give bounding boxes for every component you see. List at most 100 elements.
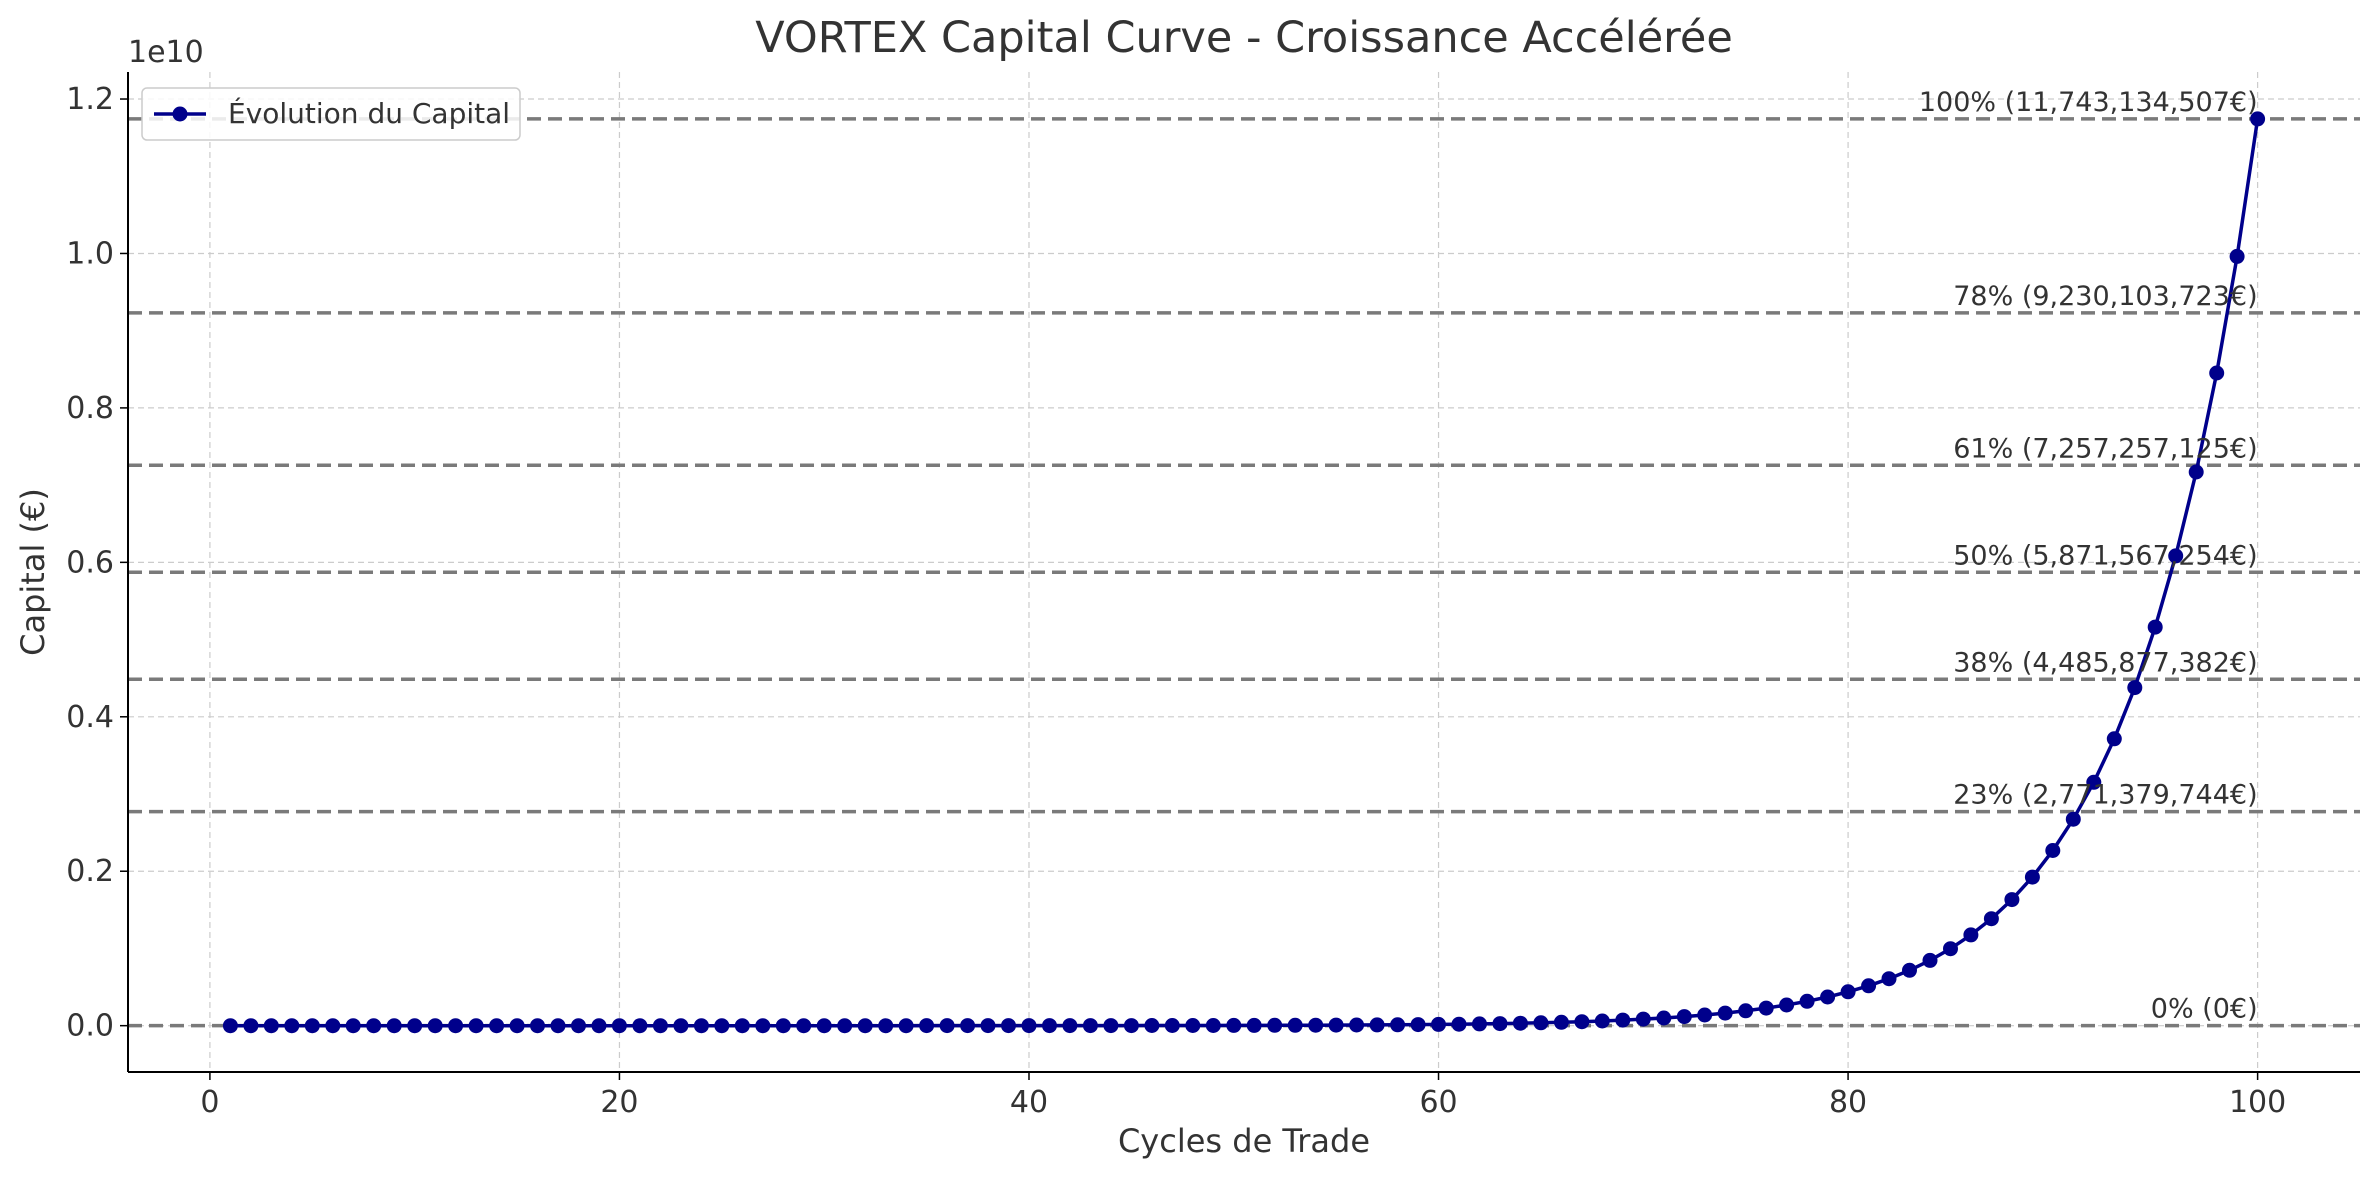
capital-data-point: [468, 1018, 484, 1034]
capital-data-point: [1635, 1011, 1651, 1027]
capital-data-point: [1308, 1017, 1324, 1033]
capital-data-point: [222, 1018, 238, 1034]
capital-data-point: [1656, 1010, 1672, 1026]
capital-data-point: [1205, 1018, 1221, 1033]
capital-data-point: [366, 1018, 382, 1034]
capital-data-point: [1594, 1013, 1610, 1029]
capital-data-point: [2086, 774, 2102, 790]
capital-data-point: [1492, 1016, 1508, 1032]
capital-data-point: [2188, 464, 2204, 480]
y-offset-label: 1e10: [128, 35, 204, 70]
capital-data-point: [386, 1018, 402, 1034]
x-tick-label: 60: [1419, 1085, 1457, 1120]
y-tick-label: 0.4: [66, 700, 114, 735]
capital-data-point: [714, 1018, 730, 1034]
level-lines: [128, 117, 2360, 1028]
capital-data-point: [1615, 1012, 1631, 1028]
capital-data-point: [1021, 1018, 1037, 1034]
capital-data-point: [1328, 1017, 1344, 1033]
capital-data-point: [448, 1018, 464, 1034]
capital-data-point: [284, 1018, 300, 1034]
x-tick-label: 20: [600, 1085, 638, 1120]
level-label: 23% (2,771,379,744€): [1953, 780, 2257, 811]
capital-data-point: [1369, 1017, 1385, 1033]
x-tick-label: 80: [1829, 1085, 1867, 1120]
capital-data-point: [734, 1018, 750, 1034]
capital-data-point: [1267, 1017, 1283, 1033]
capital-data-point: [1164, 1018, 1180, 1033]
capital-data-point: [857, 1018, 873, 1034]
capital-data-point: [898, 1018, 914, 1034]
capital-data-point: [1983, 911, 1999, 927]
legend: Évolution du Capital: [141, 87, 521, 141]
capital-data-point: [1431, 1016, 1446, 1032]
capital-data-point: [796, 1018, 812, 1034]
capital-data-point: [2147, 619, 2163, 635]
capital-data-point: [2045, 843, 2061, 858]
capital-data-point: [1697, 1007, 1713, 1023]
capital-data-point: [1123, 1018, 1139, 1034]
level-label: 38% (4,485,877,382€): [1953, 647, 2257, 678]
capital-data-point: [1574, 1014, 1590, 1030]
capital-data-point: [632, 1018, 648, 1034]
capital-series-line: [230, 118, 2260, 1028]
capital-data-point: [2106, 731, 2122, 747]
capital-data-point: [1472, 1016, 1487, 1032]
capital-data-point: [2250, 111, 2266, 127]
capital-data-point: [1902, 962, 1917, 978]
y-tick-label: 0.0: [66, 1009, 114, 1044]
capital-data-point: [1779, 997, 1795, 1013]
capital-data-point: [1717, 1005, 1733, 1021]
y-tick-label: 0.6: [66, 545, 114, 580]
capital-data-point: [304, 1018, 320, 1034]
legend-marker-swatch: [172, 106, 188, 122]
capital-data-point: [652, 1018, 668, 1034]
capital-data-point: [1820, 989, 1836, 1005]
capital-data-point: [611, 1018, 627, 1034]
chart-title: VORTEX Capital Curve - Croissance Accélé…: [755, 13, 1733, 63]
legend-box: [141, 87, 521, 141]
capital-data-point: [775, 1018, 791, 1034]
capital-data-point: [1553, 1014, 1569, 1030]
capital-data-point: [919, 1018, 935, 1034]
y-tick-label: 1.2: [66, 82, 114, 117]
capital-data-point: [2209, 365, 2225, 381]
capital-data-point: [1062, 1018, 1078, 1034]
capital-data-point: [1410, 1017, 1426, 1033]
capital-data-point: [530, 1018, 545, 1034]
capital-data-point: [1082, 1018, 1098, 1034]
capital-data-point: [1246, 1017, 1262, 1033]
level-labels: 100% (11,743,134,507€) 78% (9,230,103,723…: [1919, 87, 2258, 1025]
capital-data-point: [980, 1018, 996, 1034]
capital-data-point: [1922, 952, 1938, 968]
capital-data-point: [1103, 1018, 1119, 1034]
x-axis-label: Cycles de Trade: [1118, 1122, 1370, 1160]
y-tick-label: 0.2: [66, 854, 114, 889]
capital-series: [222, 111, 2266, 1034]
y-tick-label: 0.8: [66, 391, 114, 426]
capital-data-point: [1001, 1018, 1016, 1034]
capital-data-point: [407, 1018, 423, 1034]
level-label: 78% (9,230,103,723€): [1953, 281, 2257, 312]
capital-data-point: [755, 1018, 771, 1034]
capital-data-point: [1799, 993, 1815, 1009]
capital-data-point: [1963, 927, 1979, 943]
capital-data-point: [1144, 1018, 1160, 1033]
capital-data-point: [939, 1018, 955, 1034]
capital-data-point: [1390, 1017, 1406, 1033]
capital-data-point: [1512, 1015, 1528, 1031]
capital-data-point: [2127, 680, 2143, 696]
capital-data-point: [1881, 971, 1897, 987]
level-label: 61% (7,257,257,125€): [1953, 433, 2257, 464]
capital-data-point: [1758, 1000, 1774, 1016]
y-axis-label: Capital (€): [14, 488, 52, 656]
capital-data-point: [427, 1018, 443, 1034]
capital-data-point: [263, 1018, 279, 1034]
x-tick-label: 100: [2229, 1085, 2286, 1120]
capital-data-point: [816, 1018, 832, 1034]
capital-data-point: [509, 1018, 525, 1034]
capital-data-point: [673, 1018, 689, 1034]
capital-data-point: [1185, 1018, 1201, 1033]
x-tick-label: 40: [1010, 1085, 1048, 1120]
